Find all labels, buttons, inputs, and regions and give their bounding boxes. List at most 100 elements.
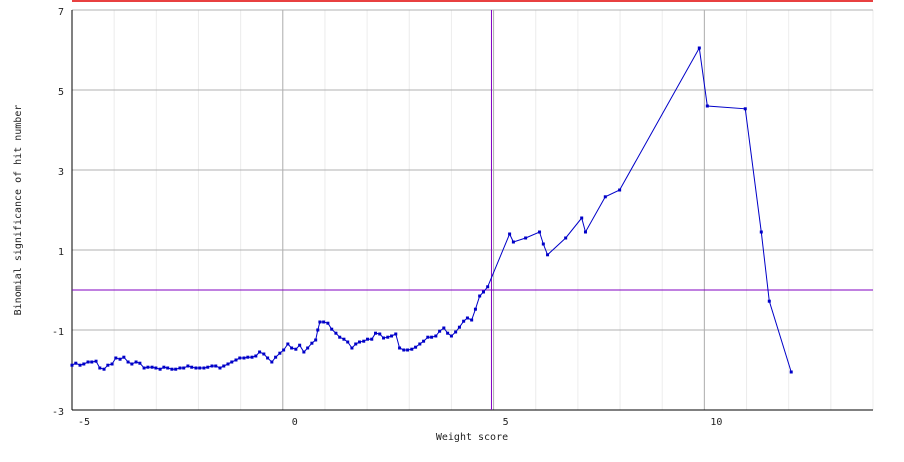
data-point (198, 366, 202, 370)
data-point (146, 365, 150, 369)
data-point (358, 340, 362, 344)
data-point (162, 365, 166, 369)
data-point (524, 236, 528, 240)
data-point (194, 366, 198, 370)
data-point (546, 253, 550, 257)
data-point (705, 104, 709, 108)
data-point (318, 320, 322, 324)
data-point (210, 364, 214, 368)
data-point (366, 337, 370, 341)
data-point (122, 355, 126, 359)
y-tick-label: 3 (58, 167, 64, 178)
y-tick-label: -3 (52, 407, 64, 418)
data-point (618, 188, 622, 192)
data-point (286, 342, 290, 346)
data-point (316, 328, 320, 332)
data-point (481, 290, 485, 294)
data-point (230, 360, 234, 364)
data-point (486, 285, 490, 289)
data-point (564, 236, 568, 240)
data-point (82, 362, 86, 366)
y-tick-label: 7 (58, 7, 64, 18)
data-point (354, 342, 358, 346)
data-point (454, 330, 458, 334)
data-point (743, 107, 747, 111)
data-point (134, 360, 138, 364)
data-point (150, 365, 154, 369)
data-point (294, 347, 298, 351)
data-point (142, 366, 146, 370)
data-point (186, 364, 190, 368)
data-point (334, 331, 338, 335)
data-point (346, 340, 350, 344)
data-point (465, 316, 469, 320)
data-point (426, 335, 430, 339)
data-point (603, 195, 607, 199)
data-point (478, 294, 482, 298)
data-point (342, 337, 346, 341)
data-point (580, 216, 584, 220)
data-point (767, 299, 771, 303)
data-point (250, 355, 254, 359)
data-point (78, 363, 82, 367)
data-point (759, 230, 763, 234)
data-point (326, 321, 330, 325)
data-point (190, 365, 194, 369)
y-tick-label: -1 (52, 327, 64, 338)
data-point (182, 366, 186, 370)
data-point (106, 363, 110, 367)
data-point (170, 367, 174, 371)
data-point (202, 366, 206, 370)
data-point (414, 345, 418, 349)
data-point (262, 352, 266, 356)
data-point (418, 342, 422, 346)
data-point (430, 335, 434, 339)
data-point (126, 360, 130, 364)
data-point (470, 318, 474, 322)
data-point (302, 350, 306, 354)
data-point (338, 335, 342, 339)
data-point (290, 346, 294, 350)
data-point (446, 331, 450, 335)
data-point (298, 343, 302, 347)
data-point (789, 370, 793, 374)
data-point (174, 367, 178, 371)
data-point (462, 319, 466, 323)
x-tick-label: -5 (78, 417, 90, 428)
data-point (270, 360, 274, 364)
data-point (254, 354, 258, 358)
data-point (206, 365, 210, 369)
data-point (442, 326, 446, 330)
data-point (90, 360, 94, 364)
data-line (71, 46, 792, 373)
data-point (154, 366, 158, 370)
x-axis-label: Weight score (436, 432, 508, 443)
data-point (314, 338, 318, 342)
data-point (246, 355, 250, 359)
data-point (110, 362, 114, 366)
data-point (282, 348, 286, 352)
data-point (278, 351, 282, 355)
data-point (390, 334, 394, 338)
data-point (118, 357, 122, 361)
data-point (508, 232, 512, 236)
data-point (402, 348, 406, 352)
data-point (410, 347, 414, 351)
data-point (394, 332, 398, 336)
x-tick-label: 10 (710, 417, 722, 428)
data-point (226, 362, 230, 366)
data-point (178, 366, 182, 370)
data-point (166, 366, 170, 370)
data-point (322, 320, 326, 324)
data-point (511, 240, 515, 244)
data-point (370, 337, 374, 341)
data-point (242, 356, 246, 360)
data-point (158, 367, 162, 371)
data-point (306, 346, 310, 350)
data-point (238, 356, 242, 360)
data-point (422, 339, 426, 343)
data-point (266, 356, 270, 360)
x-tick-label: 5 (503, 417, 509, 428)
data-point (398, 346, 402, 350)
